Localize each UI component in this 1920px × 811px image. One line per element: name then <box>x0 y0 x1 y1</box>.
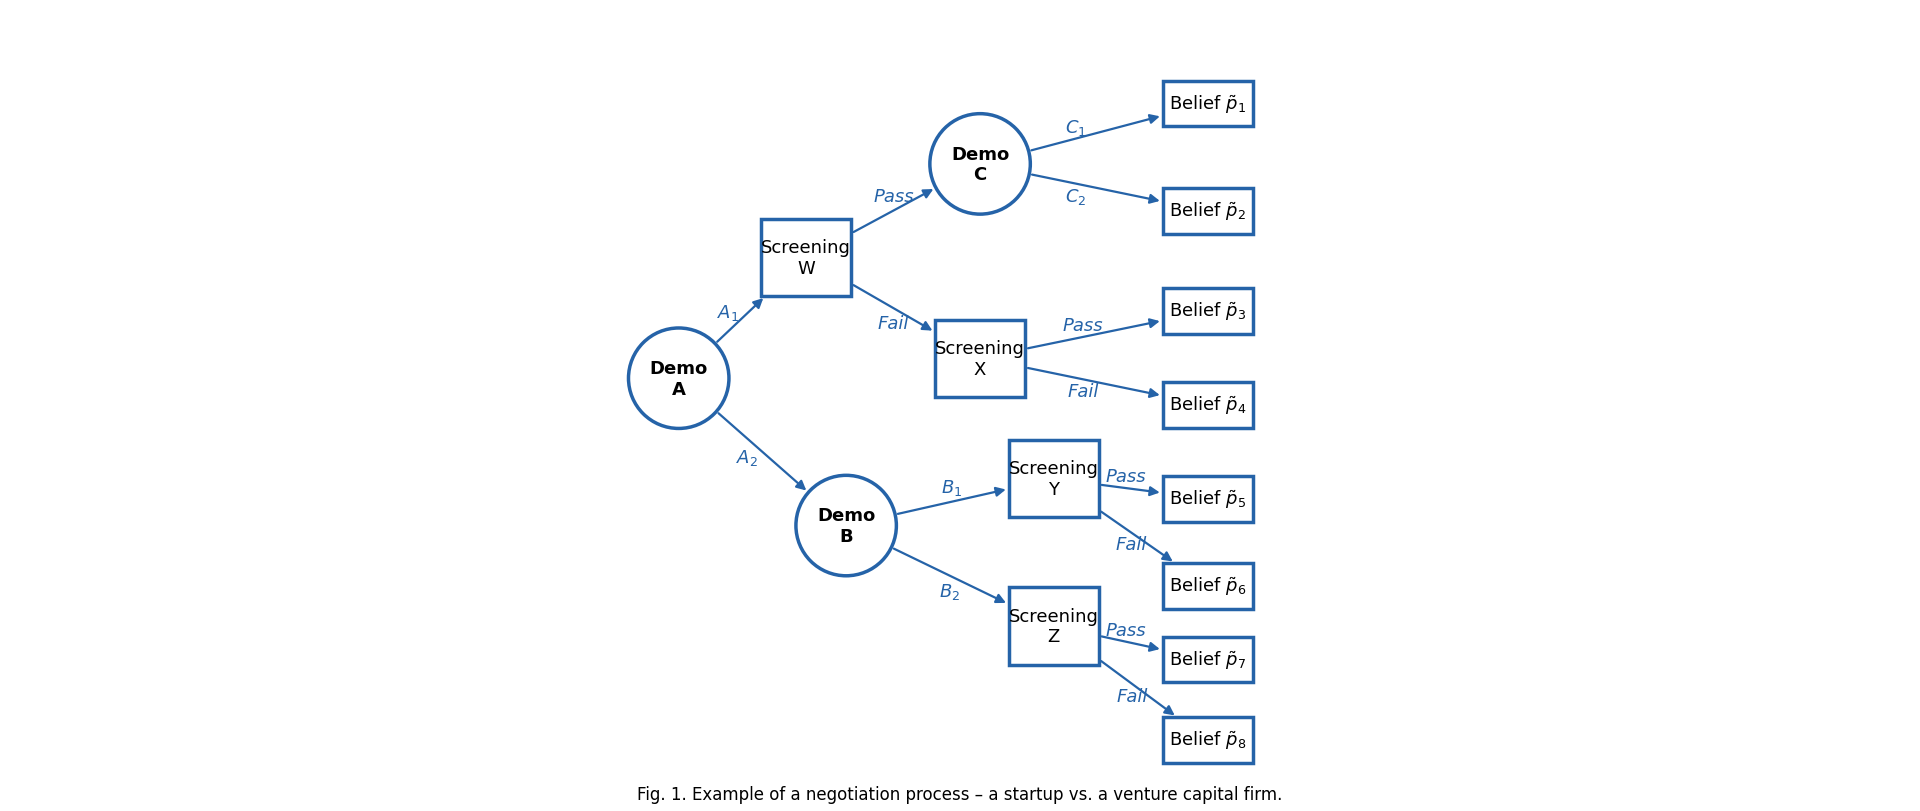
Text: $C_1$: $C_1$ <box>1066 118 1087 137</box>
Text: Pass: Pass <box>1106 621 1146 639</box>
Text: Demo
B: Demo B <box>818 507 876 545</box>
Text: $C_2$: $C_2$ <box>1066 187 1087 207</box>
Text: Fail: Fail <box>1068 383 1098 401</box>
Text: Belief $\tilde{p}_1$: Belief $\tilde{p}_1$ <box>1169 93 1246 116</box>
Text: Belief $\tilde{p}_4$: Belief $\tilde{p}_4$ <box>1169 394 1246 417</box>
Text: Screening
Y: Screening Y <box>1008 460 1098 499</box>
Text: $B_1$: $B_1$ <box>941 478 962 497</box>
Text: $A_2$: $A_2$ <box>735 448 758 468</box>
Text: Fail: Fail <box>877 314 908 333</box>
Text: Belief $\tilde{p}_3$: Belief $\tilde{p}_3$ <box>1169 301 1246 323</box>
Text: $A_1$: $A_1$ <box>718 303 739 322</box>
Text: Pass: Pass <box>1062 316 1104 334</box>
Text: Belief $\tilde{p}_6$: Belief $\tilde{p}_6$ <box>1169 575 1246 598</box>
Text: Pass: Pass <box>874 187 914 205</box>
Text: Screening
W: Screening W <box>760 239 851 277</box>
Text: Belief $\tilde{p}_7$: Belief $\tilde{p}_7$ <box>1169 649 1246 671</box>
Text: Belief $\tilde{p}_5$: Belief $\tilde{p}_5$ <box>1169 488 1246 510</box>
Text: Fail: Fail <box>1116 536 1146 554</box>
Text: Fig. 1. Example of a negotiation process – a startup vs. a venture capital firm.: Fig. 1. Example of a negotiation process… <box>637 785 1283 803</box>
Text: Belief $\tilde{p}_2$: Belief $\tilde{p}_2$ <box>1169 200 1246 223</box>
Text: Fail: Fail <box>1116 687 1148 705</box>
Text: Screening
Z: Screening Z <box>1008 607 1098 646</box>
Text: Belief $\tilde{p}_8$: Belief $\tilde{p}_8$ <box>1169 729 1246 751</box>
Text: Demo
A: Demo A <box>649 359 708 398</box>
Text: $B_2$: $B_2$ <box>939 581 960 601</box>
Text: Demo
C: Demo C <box>950 145 1010 184</box>
Text: Pass: Pass <box>1106 467 1146 486</box>
Text: Screening
X: Screening X <box>935 339 1025 378</box>
